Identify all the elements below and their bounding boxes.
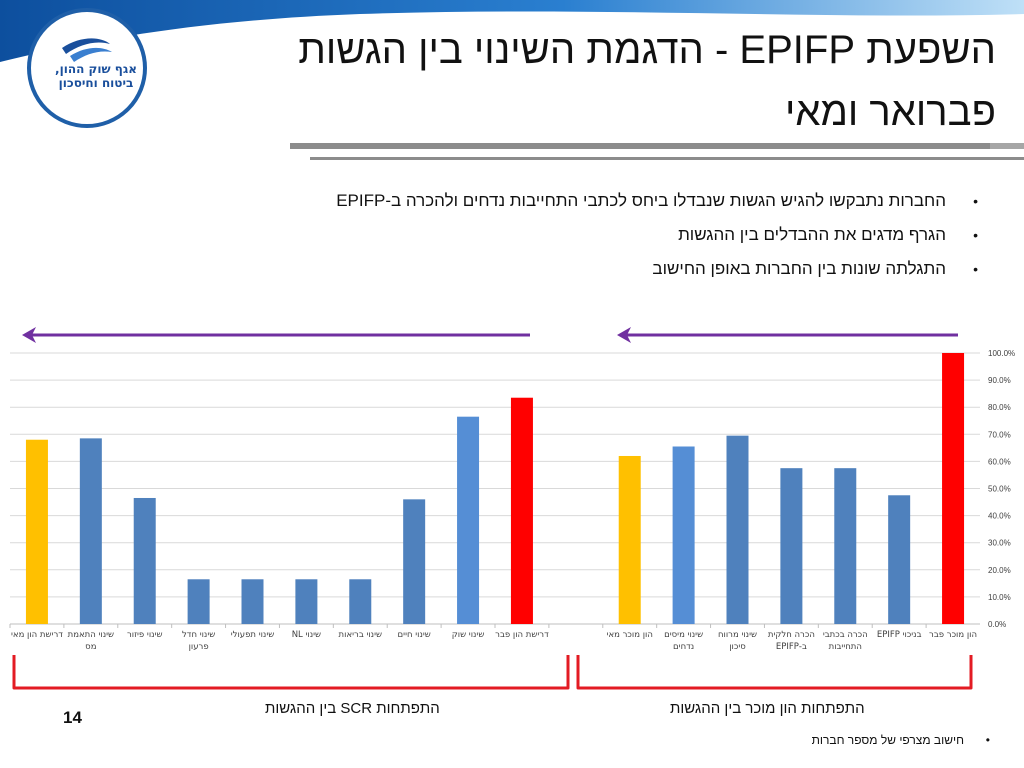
x-tick-label: הכרה בכתבי (823, 630, 868, 640)
bar (295, 579, 318, 624)
bar (457, 416, 480, 624)
brace-left-label: התפתחות SCR בין ההגשות (265, 700, 440, 717)
x-tick-label: הון מוכר פבר (929, 630, 977, 640)
x-tick-label: הכרה חלקית (768, 630, 815, 640)
bar (888, 495, 911, 624)
x-tick-label: שינוי בריאות (339, 630, 382, 640)
bullet-item: התגלתה שונות בין החברות באופן החישוב (336, 258, 977, 292)
logo-bird-icon (62, 38, 112, 62)
y-tick-label: 0.0% (988, 620, 1006, 629)
bar (349, 579, 372, 624)
page-number: 14 (63, 708, 82, 727)
x-tick-label: שינוי NL (292, 630, 321, 640)
brace-right (576, 655, 973, 690)
bar (187, 579, 210, 624)
y-tick-label: 80.0% (988, 403, 1011, 412)
x-tick-label: שינוי חיים (398, 630, 431, 640)
y-tick-label: 50.0% (988, 485, 1011, 494)
y-tick-label: 20.0% (988, 566, 1011, 575)
x-tick-label: נדחים (673, 642, 694, 652)
slide-title-line1: השפעת EPIFP - הדגמת השינוי בין הגשות (298, 28, 996, 72)
x-tick-label: שינוי מיסים (664, 630, 703, 640)
bar (241, 579, 264, 624)
left-arrow-icon (617, 327, 958, 343)
slide-title-line2: פברואר ומאי (784, 90, 996, 134)
bar (403, 499, 426, 624)
bar (942, 353, 965, 624)
footnote: חישוב מצרפי של מספר חברות (812, 733, 991, 747)
bar (834, 468, 857, 624)
bar (79, 438, 102, 624)
x-tick-label: סיכון (729, 642, 746, 652)
title-rule-top (986, 143, 1024, 149)
chart-bars (25, 353, 965, 624)
bar (726, 435, 749, 624)
x-tick-label: דרישת הון מאי (11, 630, 63, 640)
x-tick-label: פרעון (189, 642, 209, 652)
x-tick-label: בניכוי EPIFP (877, 630, 922, 640)
y-tick-label: 60.0% (988, 457, 1011, 466)
x-tick-label: התחייבות (829, 642, 862, 652)
x-tick-label: שינוי חדל (182, 630, 215, 640)
bar (25, 439, 48, 624)
chart-grid (9, 352, 980, 628)
x-tick-label: ב-EPIFP (776, 642, 807, 652)
bullet-list: החברות נתבקשו להגיש הגשות שנבדלו ביחס לכ… (336, 190, 978, 292)
chart-x-labels: דרישת הון מאי שינוי התאמת מס שינוי פיזור שינ… (11, 630, 977, 652)
x-tick-label: שינוי מרווח (718, 630, 757, 640)
left-arrow-icon (22, 327, 530, 343)
x-tick-label: שינוי תפעולי (231, 630, 275, 640)
chart-y-labels: 0.0% 10.0% 20.0% 30.0% 40.0% 50.0% 60.0% 70.0% 8… (988, 349, 1015, 629)
x-tick-label: שינוי פיזור (127, 630, 163, 640)
x-tick-label: שינוי שוק (452, 630, 485, 640)
x-tick-label: מס (85, 642, 96, 652)
brace-right-label: התפתחות הון מוכר בין ההגשות (670, 700, 865, 717)
logo-text-line1: אגף שוק ההון, (55, 62, 137, 76)
y-tick-label: 70.0% (988, 430, 1011, 439)
bar (618, 455, 641, 624)
bar (510, 397, 533, 624)
y-tick-label: 90.0% (988, 376, 1011, 385)
x-tick-label: שינוי התאמת (68, 630, 114, 640)
y-tick-label: 100.0% (988, 349, 1015, 358)
y-tick-label: 10.0% (988, 593, 1011, 602)
y-tick-label: 30.0% (988, 539, 1011, 548)
bar (133, 497, 156, 624)
y-tick-label: 40.0% (988, 512, 1011, 521)
brace-left (12, 655, 570, 690)
title-rule-mid (290, 143, 990, 149)
logo-circle (27, 8, 147, 128)
x-tick-label: הון מוכר מאי (607, 630, 653, 640)
bar (780, 468, 803, 624)
x-tick-label: דרישת הון פבר (495, 630, 549, 640)
title-rule-thin (310, 157, 1024, 160)
bullet-item: הגרף מדגים את ההבדלים בין ההגשות (336, 224, 978, 258)
logo-text-line2: ביטוח וחיסכון (58, 76, 134, 90)
header-band (0, 0, 1024, 62)
bullet-item: החברות נתבקשו להגיש הגשות שנבדלו ביחס לכ… (336, 190, 978, 224)
bar (672, 446, 695, 624)
